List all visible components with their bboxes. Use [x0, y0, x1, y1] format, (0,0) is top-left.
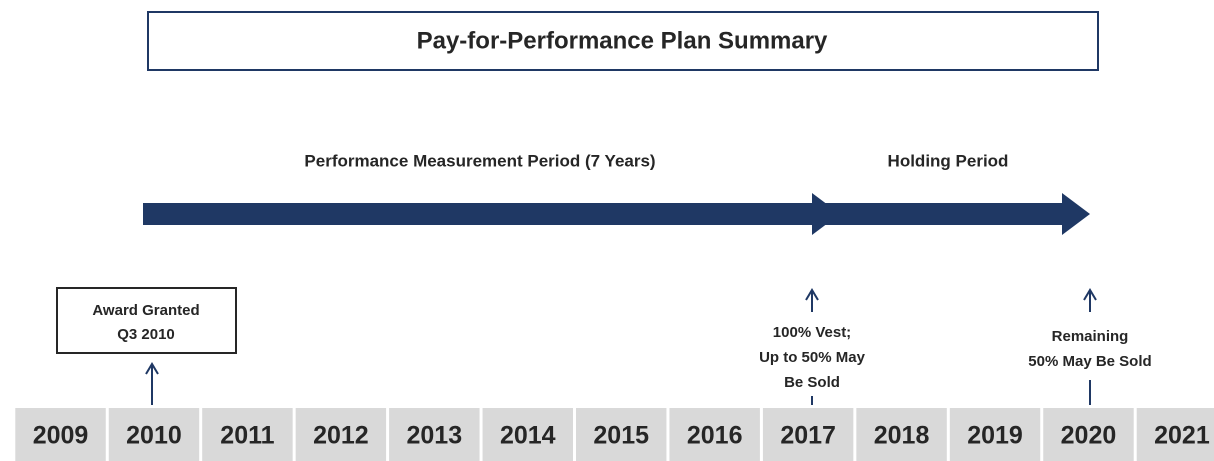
- title: Pay-for-Performance Plan Summary: [417, 27, 828, 54]
- event-label: 50% May Be Sold: [1028, 353, 1151, 370]
- year-cell: [1136, 408, 1214, 461]
- arrow: [820, 193, 1090, 235]
- period-label: Performance Measurement Period (7 Years): [304, 151, 655, 170]
- year-label: 2015: [593, 422, 649, 450]
- event-box: [56, 287, 237, 354]
- year-label: 2011: [220, 422, 274, 450]
- event-label: Up to 50% May: [759, 349, 866, 366]
- period-label: Holding Period: [888, 151, 1009, 170]
- year-label: 2013: [407, 422, 463, 450]
- event-label: Q3 2010: [117, 326, 175, 343]
- year-cell: [108, 408, 200, 461]
- event-label: 100% Vest;: [773, 324, 851, 341]
- year-label: 2019: [967, 422, 1023, 450]
- year-cell: [856, 408, 947, 461]
- year-cell: [482, 408, 573, 461]
- year-label: 2009: [33, 422, 89, 450]
- event-arrows: [145, 288, 1097, 405]
- year-label: 2018: [874, 422, 930, 450]
- year-cell: [576, 408, 667, 461]
- year-cell: [669, 408, 760, 461]
- year-label: 2020: [1061, 422, 1117, 450]
- year-label: 2012: [313, 422, 369, 450]
- year-cell: [1043, 408, 1134, 461]
- year-cell: [295, 408, 387, 461]
- event-label: Remaining: [1052, 328, 1129, 345]
- event-label: Award Granted: [92, 302, 199, 319]
- arrow: [143, 193, 840, 235]
- year-cell: [202, 408, 293, 461]
- year-label: 2021: [1154, 422, 1210, 450]
- year-cell: [762, 408, 854, 461]
- year-label: 2014: [500, 422, 556, 450]
- year-bar: 2009 2010 2011 2012 2013 2014 2015 2016 2017 2018…: [15, 408, 1214, 461]
- year-label: 2016: [687, 422, 743, 450]
- event-label: Be Sold: [784, 374, 840, 391]
- year-cell: [389, 408, 480, 461]
- year-label: 2017: [780, 422, 836, 450]
- year-cell: [15, 408, 106, 461]
- title-box: [147, 11, 1099, 71]
- year-label: 2010: [126, 422, 182, 450]
- year-cell: [949, 408, 1041, 461]
